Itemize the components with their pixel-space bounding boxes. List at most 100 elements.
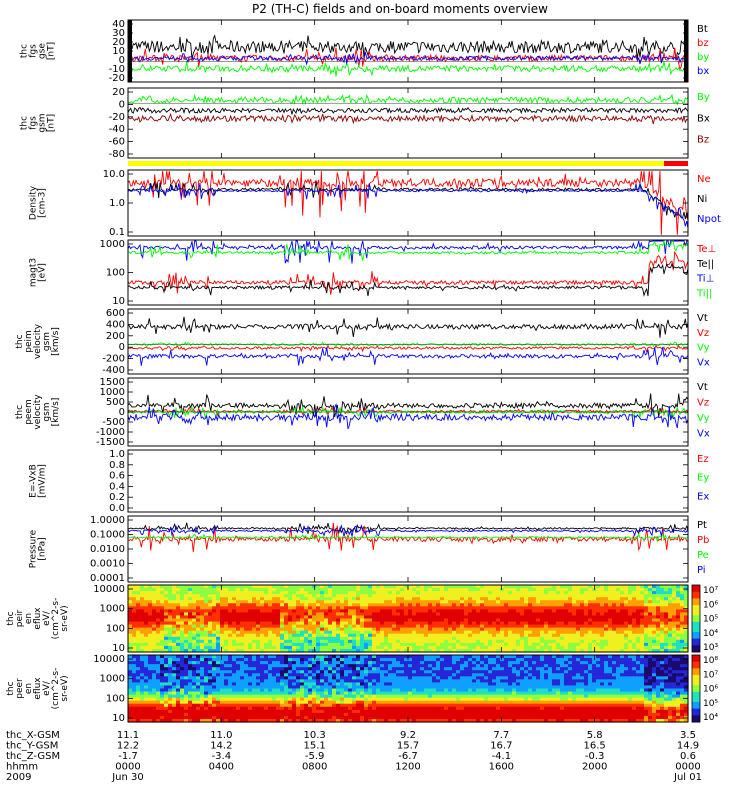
heatmap-cell: [524, 639, 529, 644]
heatmap-cell: [260, 594, 265, 598]
heatmap-cell: [488, 594, 493, 598]
heatmap-cell: [492, 636, 497, 641]
heatmap-cell: [628, 648, 633, 653]
heatmap-cell: [144, 676, 149, 680]
heatmap-cell: [584, 603, 589, 607]
heatmap-cell: [408, 633, 413, 638]
heatmap-cell: [204, 591, 209, 595]
heatmap-cell: [532, 627, 537, 632]
heatmap-cell: [288, 642, 293, 647]
heatmap-cell: [328, 600, 333, 604]
heatmap-cell: [280, 655, 285, 659]
heatmap-cell: [236, 688, 241, 693]
heatmap-cell: [396, 606, 401, 610]
heatmap-cell: [344, 667, 349, 671]
heatmap-cell: [340, 618, 345, 623]
heatmap-cell: [340, 679, 345, 684]
heatmap-cell: [320, 700, 325, 705]
heatmap-cell: [488, 603, 493, 607]
heatmap-cell: [208, 709, 213, 714]
heatmap-cell: [460, 600, 465, 604]
heatmap-cell: [592, 618, 597, 623]
heatmap-cell: [248, 624, 253, 629]
heatmap-cell: [160, 718, 165, 723]
heatmap-cell: [276, 633, 281, 638]
heatmap-cell: [604, 615, 609, 620]
heatmap-cell: [564, 594, 569, 598]
heatmap-cell: [468, 585, 473, 589]
series-Bx-line: [127, 106, 689, 115]
heatmap-cell: [140, 670, 145, 674]
heatmap-cell: [168, 715, 173, 720]
heatmap-cell: [564, 615, 569, 620]
heatmap-cell: [476, 591, 481, 595]
heatmap-cell: [408, 630, 413, 635]
heatmap-cell: [276, 609, 281, 614]
heatmap-cell: [292, 630, 297, 635]
heatmap-cell: [232, 600, 237, 604]
heatmap-cell: [296, 661, 301, 665]
heatmap-cell: [388, 697, 393, 702]
heatmap-cell: [160, 664, 165, 668]
heatmap-cell: [284, 636, 289, 641]
heatmap-cell: [132, 664, 137, 668]
heatmap-cell: [156, 718, 161, 723]
heatmap-cell: [584, 588, 589, 592]
heatmap-cell: [160, 709, 165, 714]
heatmap-cell: [324, 591, 329, 595]
heatmap-cell: [188, 658, 193, 662]
heatmap-cell: [364, 612, 369, 617]
heatmap-cell: [368, 600, 373, 604]
heatmap-cell: [136, 700, 141, 705]
heatmap-cell: [220, 621, 225, 626]
heatmap-cell: [304, 679, 309, 684]
heatmap-cell: [232, 655, 237, 659]
heatmap-cell: [292, 627, 297, 632]
heatmap-cell: [264, 691, 269, 696]
heatmap-cell: [544, 627, 549, 632]
heatmap-cell: [152, 700, 157, 705]
heatmap-cell: [252, 591, 257, 595]
heatmap-cell: [652, 624, 657, 629]
heatmap-cell: [440, 585, 445, 589]
colorbar-label: 10⁴: [703, 629, 718, 639]
heatmap-cell: [164, 658, 169, 662]
heatmap-cell: [200, 664, 205, 668]
heatmap-cell: [156, 712, 161, 717]
heatmap-cell: [552, 642, 557, 647]
heatmap-cell: [252, 630, 257, 635]
heatmap-cell: [160, 636, 165, 641]
y-tick-label: 0.0: [109, 503, 125, 514]
heatmap-cell: [492, 588, 497, 592]
y-axis-label: thc: [6, 611, 16, 625]
heatmap-cell: [684, 609, 689, 614]
heatmap-cell: [664, 645, 669, 650]
heatmap-cell: [644, 588, 649, 592]
heatmap-cell: [260, 658, 265, 662]
heatmap-cell: [236, 673, 241, 677]
heatmap-cell: [664, 585, 669, 589]
heatmap-cell: [400, 655, 405, 659]
heatmap-cell: [224, 697, 229, 702]
heatmap-cell: [524, 624, 529, 629]
heatmap-cell: [568, 627, 573, 632]
heatmap-cell: [460, 603, 465, 607]
heatmap-cell: [488, 615, 493, 620]
heatmap-cell: [616, 597, 621, 601]
heatmap-cell: [468, 636, 473, 641]
heatmap-cell: [384, 670, 389, 674]
heatmap-cell: [380, 697, 385, 702]
heatmap-cell: [540, 600, 545, 604]
heatmap-cell: [260, 588, 265, 592]
heatmap-cell: [680, 591, 685, 595]
heatmap-cell: [392, 709, 397, 714]
heatmap-cell: [396, 597, 401, 601]
heatmap-cell: [136, 624, 141, 629]
heatmap-cell: [284, 688, 289, 693]
heatmap-cell: [316, 591, 321, 595]
heatmap-cell: [132, 636, 137, 641]
heatmap-cell: [428, 600, 433, 604]
heatmap-cell: [288, 694, 293, 699]
heatmap-cell: [616, 642, 621, 647]
heatmap-cell: [272, 621, 277, 626]
